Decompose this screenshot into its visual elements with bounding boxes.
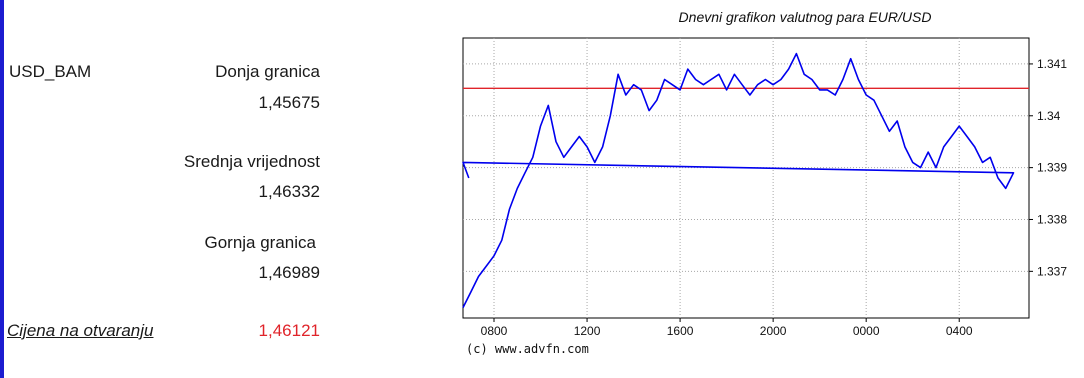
eur-usd-chart: 1.337 1.338 1.339 1.34 1.341 0800 1200 1600 2000…: [462, 37, 1067, 356]
x-tick-label: 1600: [667, 324, 694, 338]
left-accent-bar: [0, 0, 4, 378]
chart-credit: (c) www.advfn.com: [466, 342, 589, 356]
x-tick-label: 1200: [574, 324, 601, 338]
mid-value: 1,46332: [258, 182, 320, 201]
upper-bound-label: Gornja granica: [204, 233, 316, 252]
y-tick-label: 1.34: [1037, 109, 1061, 123]
x-tick-label: 2000: [760, 324, 787, 338]
chart-title: Dnevni grafikon valutnog para EUR/USD: [678, 9, 932, 25]
currency-pair-label: USD_BAM: [9, 62, 92, 81]
y-tick-label: 1.338: [1037, 212, 1067, 226]
upper-bound-value: 1,46989: [258, 263, 320, 282]
y-tick-label: 1.337: [1037, 264, 1067, 278]
lower-bound-value: 1,45675: [258, 93, 320, 112]
x-tick-label: 0000: [853, 324, 880, 338]
mid-value-label: Srednja vrijednost: [183, 152, 320, 171]
price-series-line: [462, 52, 1015, 308]
x-tick-label: 0800: [481, 324, 508, 338]
open-price-link[interactable]: Cijena na otvaranju: [7, 321, 154, 340]
plot-area: [462, 37, 1030, 319]
lower-bound-label: Donja granica: [215, 62, 320, 81]
y-tick-label: 1.341: [1037, 57, 1067, 71]
x-tick-label: 0400: [946, 324, 973, 338]
y-tick-label: 1.339: [1037, 161, 1067, 175]
open-price-value: 1,46121: [258, 321, 320, 340]
